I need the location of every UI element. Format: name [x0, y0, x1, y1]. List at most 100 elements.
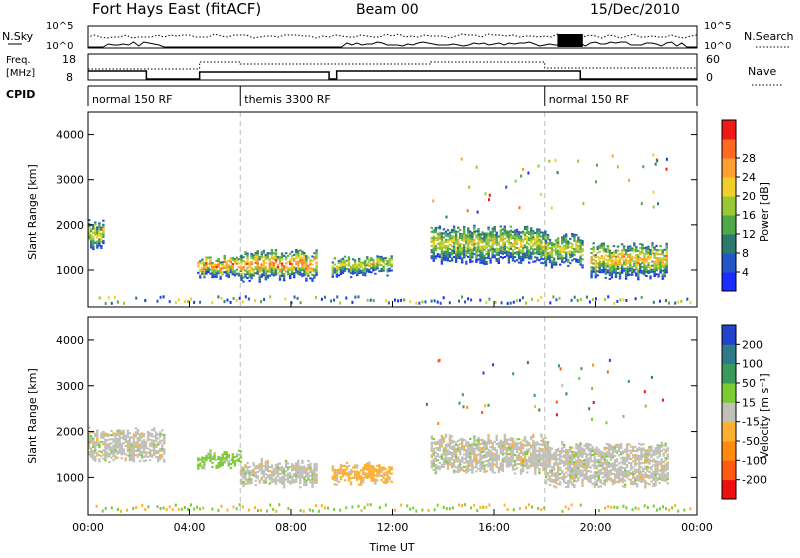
echo-cell [394, 509, 396, 512]
echo-cell [321, 298, 323, 301]
echo-cell [153, 442, 155, 444]
echo-cell [455, 257, 457, 259]
echo-cell [594, 455, 596, 457]
echo-cell [340, 259, 342, 261]
echo-cell [656, 159, 658, 162]
echo-cell [211, 264, 213, 266]
echo-cell [157, 456, 159, 458]
echo-cell [633, 242, 635, 244]
echo-cell [141, 504, 143, 507]
echo-cell [651, 246, 653, 248]
echo-cell [526, 246, 528, 248]
echo-cell [273, 470, 275, 472]
echo-cell [463, 250, 465, 252]
echo-cell [686, 298, 688, 301]
echo-cell [605, 248, 607, 250]
echo-cell [287, 269, 289, 271]
echo-cell [534, 446, 536, 448]
echo-cell [606, 460, 608, 462]
echo-cell [465, 261, 467, 263]
echo-cell [340, 273, 342, 275]
echo-cell [125, 453, 127, 455]
echo-cell [388, 472, 390, 474]
echo-cell [121, 445, 123, 447]
echo-cell [151, 454, 153, 456]
echo-cell [623, 256, 625, 258]
echo-cell [626, 454, 628, 456]
echo-cell [638, 478, 640, 480]
echo-cell [309, 463, 311, 465]
echo-cell [557, 246, 559, 248]
echo-cell [530, 242, 532, 244]
echo-cell [645, 253, 647, 255]
echo-cell [606, 480, 608, 482]
echo-cell [489, 248, 491, 250]
echo-cell [639, 269, 641, 271]
echo-cell [585, 461, 587, 463]
echo-cell [516, 449, 518, 451]
echo-cell [441, 234, 443, 236]
echo-cell [273, 266, 275, 268]
echo-cell [625, 257, 627, 259]
echo-cell [495, 301, 497, 304]
echo-cell [510, 238, 512, 240]
echo-cell [340, 476, 342, 478]
echo-cell [652, 458, 654, 460]
echo-cell [571, 459, 573, 461]
echo-cell [232, 453, 234, 455]
echo-cell [104, 443, 106, 445]
echo-cell [391, 473, 393, 475]
echo-cell [378, 262, 380, 264]
echo-cell [469, 459, 471, 461]
echo-cell [551, 244, 553, 246]
echo-cell [658, 482, 660, 484]
echo-cell [651, 251, 653, 253]
echo-cell [577, 259, 579, 261]
echo-cell [577, 160, 579, 163]
echo-cell [455, 255, 457, 257]
echo-cell [585, 455, 587, 457]
echo-cell [254, 299, 256, 302]
echo-cell [590, 270, 592, 272]
colorbar-segment [722, 196, 736, 216]
echo-cell [649, 277, 651, 279]
echo-cell [190, 503, 192, 506]
echo-cell [348, 265, 350, 267]
echo-cell [469, 235, 471, 237]
echo-cell [638, 455, 640, 457]
echo-cell [449, 240, 451, 242]
echo-cell [391, 259, 393, 261]
echo-cell [313, 478, 315, 480]
echo-cell [257, 273, 259, 275]
echo-cell [449, 451, 451, 453]
echo-cell [618, 469, 620, 471]
echo-cell [245, 295, 247, 298]
echo-cell [664, 275, 666, 277]
echo-cell [293, 465, 295, 467]
colorbar-tick-label: 24 [742, 171, 756, 184]
echo-cell [307, 478, 309, 480]
echo-cell [211, 466, 213, 468]
echo-cell [559, 264, 561, 266]
echo-cell [626, 450, 628, 452]
echo-cell [489, 260, 491, 262]
echo-cell [599, 251, 601, 253]
echo-cell [612, 481, 614, 483]
echo-cell [498, 471, 500, 473]
echo-cell [561, 470, 563, 472]
echo-cell [354, 467, 356, 469]
echo-cell [421, 300, 423, 303]
echo-cell [538, 470, 540, 472]
echo-cell [524, 438, 526, 440]
echo-cell [530, 229, 532, 231]
echo-cell [516, 442, 518, 444]
echo-cell [102, 226, 104, 228]
echo-cell [299, 268, 301, 270]
echo-cell [318, 510, 320, 513]
echo-cell [354, 266, 356, 268]
echo-cell [455, 249, 457, 251]
echo-cell [380, 270, 382, 272]
echo-cell [532, 236, 534, 238]
echo-cell [581, 481, 583, 483]
